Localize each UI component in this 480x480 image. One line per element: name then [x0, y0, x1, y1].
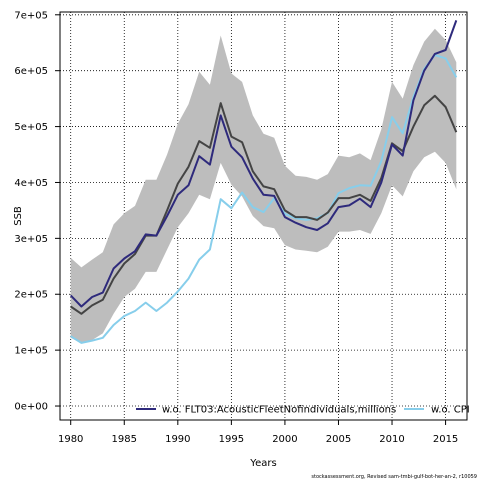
y-tick-label: 0e+00 [14, 402, 48, 413]
plot-frame [59, 11, 468, 421]
y-axis-label: SSB [13, 206, 24, 226]
y-tick-label: 1e+05 [14, 346, 48, 357]
y-tick-label: 6e+05 [14, 66, 48, 77]
y-tick-label: 5e+05 [14, 122, 48, 133]
y-tick-label: 7e+05 [14, 10, 48, 21]
x-axis-label: Years [249, 458, 276, 469]
x-axis-ticks: 1980 1985 1990 1995 2000 2005 2010 2015 [58, 420, 458, 445]
x-tick-label: 2010 [379, 434, 404, 445]
y-axis-ticks: 0e+00 1e+05 2e+05 3e+05 4e+05 5e+05 6e+05 7e+05 [14, 10, 60, 413]
grid-lines [60, 12, 467, 420]
x-tick-label: 2005 [326, 434, 351, 445]
series-line-base [70, 94, 458, 315]
series-line-cpi [70, 54, 458, 344]
series-lines [69, 20, 458, 344]
x-tick-label: 1995 [219, 434, 244, 445]
y-tick-label: 3e+05 [14, 234, 48, 245]
y-tick-label: 4e+05 [14, 178, 48, 189]
x-tick-label: 1990 [165, 434, 190, 445]
y-tick-label: 2e+05 [14, 290, 48, 301]
series-line-flt03 [69, 20, 458, 308]
x-tick-label: 2015 [433, 434, 458, 445]
x-tick-label: 2000 [272, 434, 297, 445]
legend: w.o. FLT03:AcousticFleetNofindividuals,m… [136, 405, 470, 416]
legend-label-flt03: w.o. FLT03:AcousticFleetNofindividuals,m… [162, 405, 396, 416]
credit-text: stockassessment.org, Revised sam-tmbi-gu… [311, 474, 477, 480]
x-tick-label: 1985 [112, 434, 137, 445]
x-tick-label: 1980 [58, 434, 83, 445]
legend-label-cpi: w.o. CPI [431, 405, 470, 416]
